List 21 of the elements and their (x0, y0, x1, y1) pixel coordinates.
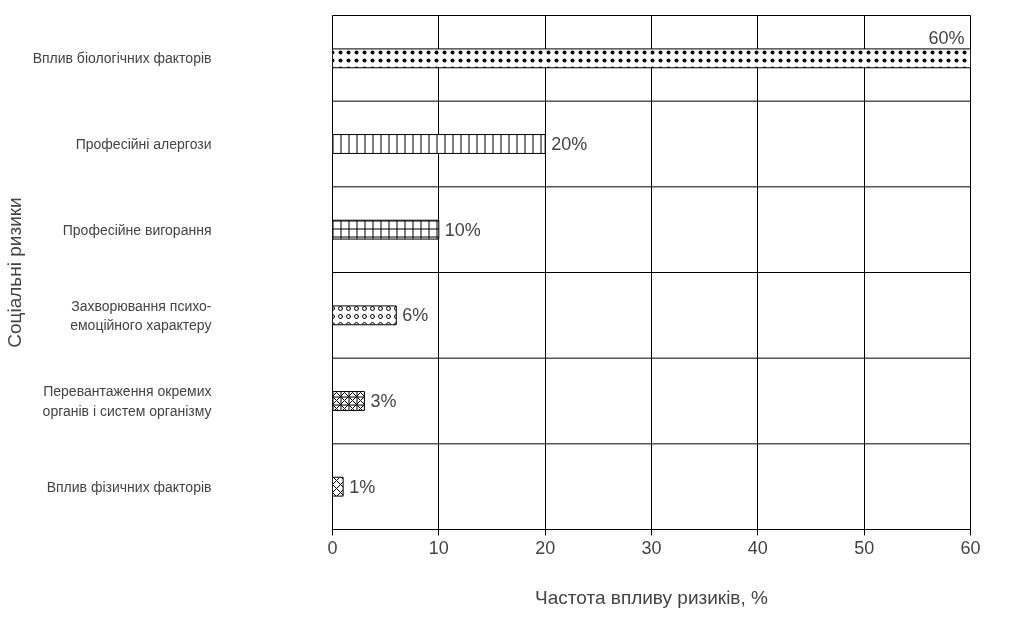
y-tick-label: Вплив біологічних факторів (32, 50, 212, 67)
x-tick-label: 0 (327, 537, 338, 558)
y-tick-label: Захворювання психо- емоційного характеру (70, 297, 212, 333)
x-tick-label: 40 (747, 537, 768, 558)
data-label: 20% (551, 134, 588, 154)
data-label: 3% (370, 391, 397, 411)
x-tick-label: 50 (854, 537, 875, 558)
y-axis-title: Соціальні ризики (3, 197, 25, 348)
x-tick-label: 60 (960, 537, 981, 558)
data-label: 1% (349, 476, 376, 497)
x-tick-label: 20 (535, 537, 556, 558)
x-tick-label: 10 (428, 537, 449, 558)
x-axis-title: Частота впливу ризиків, % (535, 586, 769, 608)
y-tick-label: Професійне вигорання (62, 221, 212, 238)
data-label: 6% (402, 305, 429, 326)
x-tick-label: 30 (641, 537, 662, 558)
data-label: 10% (444, 219, 481, 240)
y-tick-label: Вплив фізичних факторів (46, 478, 212, 495)
y-tick-label: Професійні алергози (75, 136, 212, 152)
data-label: 60% (928, 28, 965, 49)
y-tick-label: Перевантаження окремих органів і систем організму (42, 383, 212, 419)
